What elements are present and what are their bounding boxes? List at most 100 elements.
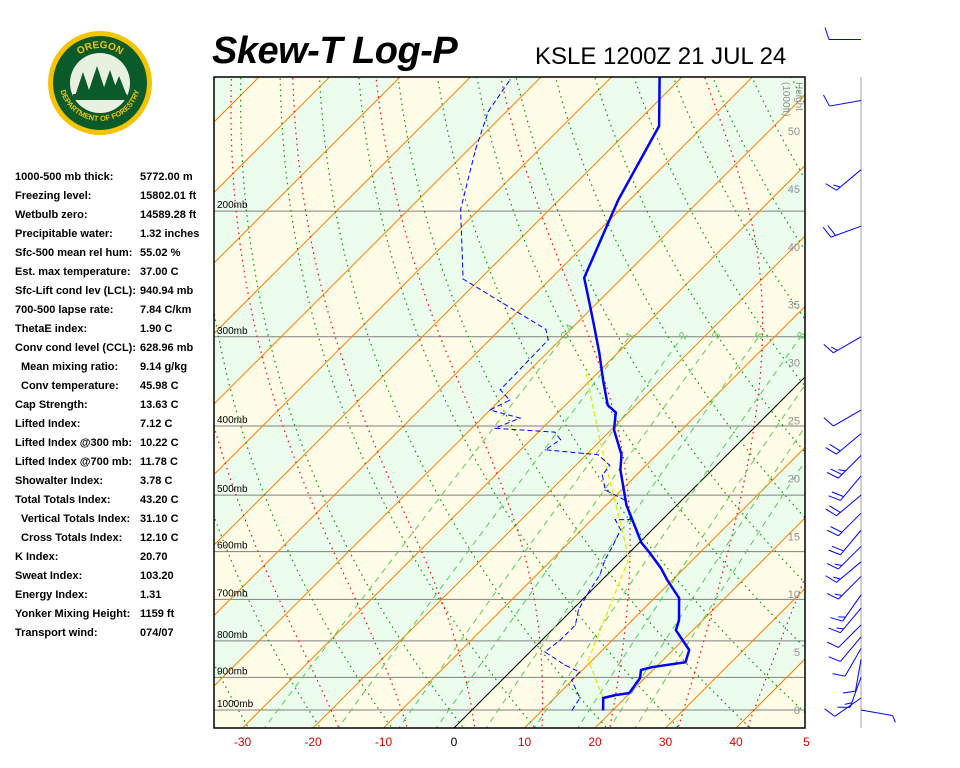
stat-label: Conv cond level (CCL):	[15, 342, 137, 354]
wind-barb	[826, 576, 862, 600]
wind-barb-flag	[831, 545, 844, 552]
stat-value: 45.98 C	[140, 380, 179, 392]
stat-value: 1.31	[140, 589, 162, 601]
temperature-point	[640, 541, 643, 544]
stat-label: Lifted Index @700 mb:	[15, 456, 133, 468]
height-tick-label: 25	[788, 416, 800, 428]
wind-barb-flag	[844, 702, 852, 705]
x-tick-label: 0	[451, 735, 458, 749]
wind-barb-flag	[826, 562, 839, 570]
wind-barb-staff	[842, 594, 862, 622]
wind-barb	[825, 561, 862, 583]
height-tick-label: 20	[788, 473, 800, 485]
temperature-point	[614, 694, 617, 696]
wind-barb	[828, 636, 862, 662]
dewpoint-point	[601, 474, 603, 476]
dewpoint-point	[544, 449, 546, 451]
dewpoint-point	[579, 697, 581, 699]
temperature-point	[619, 469, 622, 471]
stat-label: Conv temperature:	[21, 380, 119, 392]
wind-barb-flag	[833, 184, 841, 188]
wind-barb	[828, 607, 862, 634]
isobar-label: 400mb	[217, 415, 248, 426]
stat-label: Showalter Index:	[15, 475, 104, 487]
dewpoint-line	[460, 79, 632, 711]
stat-label: Precipitable water:	[15, 228, 113, 240]
wind-barb-flag	[828, 495, 841, 501]
temperature-band	[214, 94, 805, 728]
stat-row: Vertical Totals Index: 31.10 C	[15, 510, 215, 529]
dewpoint-point	[597, 454, 599, 456]
station-time-label: KSLE 1200Z 21 JUL 24	[535, 43, 787, 70]
dry-adiabats	[214, 77, 805, 728]
stat-row: Precipitable water: 1.32 inches	[15, 225, 215, 244]
temperature-point	[658, 125, 660, 127]
wind-barb	[825, 433, 862, 455]
dewpoint-point	[624, 499, 626, 501]
wind-barb-flag	[826, 641, 839, 648]
wind-barb-flag	[828, 627, 841, 634]
wind-barb-flag	[823, 94, 830, 107]
temperature-point	[617, 199, 619, 201]
wind-barb-flag	[826, 592, 839, 600]
stat-row: Yonker Mixing Height: 1159 ft	[15, 605, 215, 624]
stat-row: Transport wind: 074/07	[15, 624, 215, 643]
dewpoint-point	[460, 208, 462, 211]
dewpoint-point	[474, 148, 477, 151]
stat-row: Mean mixing ratio: 9.14 g/kg	[15, 358, 215, 377]
stat-row: 1000-500 mb thick: 5772.00 m	[15, 168, 215, 187]
moist-adiabat	[292, 77, 476, 728]
temperature-point	[640, 669, 642, 671]
mixing-ratio-line	[533, 336, 801, 728]
wind-barb	[822, 225, 862, 238]
stat-value: 3.78 C	[140, 475, 173, 487]
stat-label: Lifted Index @300 mb:	[15, 437, 133, 449]
wind-barb-staff	[829, 100, 862, 107]
dewpoint-point	[494, 427, 496, 429]
oregon-department-of-forestry-logo: OREGON DEPARTMENT OF FORESTRY	[48, 31, 152, 135]
dewpoint-point	[489, 409, 491, 411]
wind-barb-flag	[830, 346, 838, 351]
temperature-point	[649, 552, 651, 554]
plot-frame	[213, 76, 806, 729]
temperature-band	[804, 53, 960, 731]
dewpoint-point	[519, 417, 521, 419]
wind-barb-flag	[834, 563, 843, 567]
stat-label: Yonker Mixing Height:	[15, 608, 131, 620]
isotherm-line	[214, 77, 754, 617]
stat-row: Cap Strength: 13.63 C	[15, 396, 215, 415]
dewpoint-point	[547, 339, 549, 341]
stat-value: 1.32 inches	[140, 228, 200, 240]
stat-row: Lifted Index @300 mb: 10.22 C	[15, 434, 215, 453]
wind-barb-flag	[828, 549, 841, 556]
moist-adiabat	[499, 77, 631, 728]
dewpoint-point	[571, 679, 573, 681]
stat-label: Lifted Index:	[15, 418, 81, 430]
mixing-ratio-line	[337, 336, 630, 728]
wind-barb-staff	[840, 607, 862, 633]
wind-barb-flag	[838, 469, 846, 472]
height-tick-label: 45	[788, 184, 800, 196]
dewpoint-point	[574, 624, 577, 626]
stat-label: Total Totals Index:	[15, 494, 111, 506]
stat-value: 12.10 C	[140, 532, 179, 544]
isotherm-line	[0, 53, 142, 731]
wind-barb-flag	[826, 529, 839, 537]
height-tick-label: 30	[788, 358, 800, 370]
x-tick-label: 10	[518, 735, 532, 749]
stat-row: 700-500 lapse rate: 7.84 C/km	[15, 301, 215, 320]
wind-barb-flag	[830, 617, 843, 622]
dewpoint-point	[619, 529, 622, 531]
x-tick-label: 40	[729, 735, 743, 749]
stat-label: Energy Index:	[15, 589, 88, 601]
stat-label: Mean mixing ratio:	[21, 361, 119, 373]
mixing-ratio-line	[577, 384, 805, 728]
height-tick-label: 0	[794, 705, 800, 717]
wind-barb-flag	[892, 715, 896, 723]
stat-row: Sweat Index: 103.20	[15, 567, 215, 586]
wind-barb	[832, 648, 862, 677]
wind-barb-flag	[830, 468, 843, 476]
dry-adiabat	[279, 77, 537, 728]
wind-barb-flag	[825, 183, 837, 191]
dewpoint-point	[571, 709, 573, 711]
